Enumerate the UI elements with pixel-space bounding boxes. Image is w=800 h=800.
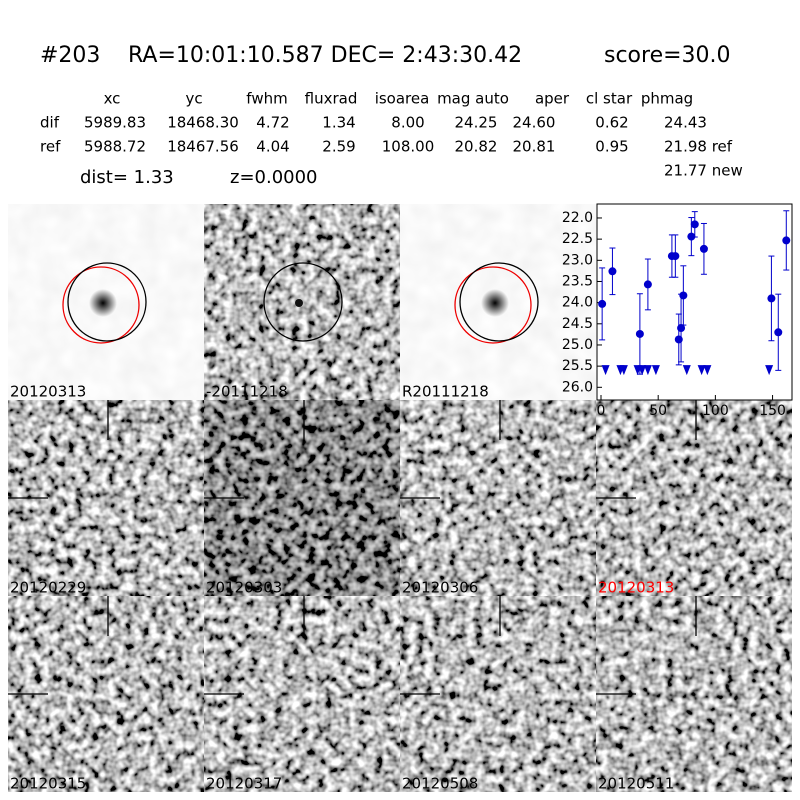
y-tick-label: 23.5 xyxy=(562,273,593,289)
y-tick-label: 24.5 xyxy=(562,316,593,332)
column-header: isoarea xyxy=(375,90,430,108)
upper-limit xyxy=(703,365,712,376)
column-header: aper xyxy=(535,90,570,108)
y-tick-label: 26.0 xyxy=(562,379,593,395)
ref-circle xyxy=(62,266,140,344)
row-label: dif xyxy=(40,114,60,132)
panel-label: 20120313 xyxy=(598,579,674,597)
cell: 4.72 xyxy=(256,114,289,132)
y-tick-label: 25.5 xyxy=(562,358,593,374)
point xyxy=(643,280,652,289)
cell: 21.98 ref xyxy=(664,138,733,156)
x-tick-label: 50 xyxy=(649,403,667,419)
panel-label: 20120229 xyxy=(10,579,86,597)
cell: 5989.83 xyxy=(84,114,146,132)
cell: 20.82 xyxy=(455,138,498,156)
upper-limit xyxy=(601,365,610,376)
point xyxy=(687,232,696,241)
column-header: cl star xyxy=(586,90,633,108)
score: score=30.0 xyxy=(604,43,731,68)
column-header: fwhm xyxy=(246,90,287,108)
point xyxy=(690,220,699,229)
upper-limit xyxy=(619,365,628,376)
y-tick-label: 22.5 xyxy=(562,231,593,247)
column-header: fluxrad xyxy=(305,90,358,108)
cell: 0.62 xyxy=(595,114,628,132)
y-tick-label: 24.0 xyxy=(562,295,593,311)
cell: 24.43 xyxy=(664,114,707,132)
upper-limit xyxy=(682,365,691,376)
cell: 5988.72 xyxy=(84,138,146,156)
panel-label: -20111218 xyxy=(206,383,288,401)
cell: 18467.56 xyxy=(167,138,239,156)
panel-label: 20120303 xyxy=(206,579,282,597)
point xyxy=(598,299,607,308)
point xyxy=(677,324,686,333)
point xyxy=(608,267,617,276)
new-mag: 21.77 new xyxy=(664,162,743,180)
point xyxy=(699,244,708,253)
cell: 24.60 xyxy=(513,114,556,132)
y-tick-label: 23.0 xyxy=(562,252,593,268)
object-id: #203 xyxy=(40,43,100,68)
panel-label: 20120315 xyxy=(10,775,86,793)
upper-limit xyxy=(638,365,647,376)
point xyxy=(782,236,791,245)
aperture xyxy=(459,262,539,342)
column-header: phmag xyxy=(641,90,693,108)
distance: dist= 1.33 xyxy=(80,167,174,188)
column-header: yc xyxy=(185,90,202,108)
y-tick-label: 22.0 xyxy=(562,210,593,226)
point xyxy=(767,294,776,303)
cell: 24.25 xyxy=(455,114,498,132)
upper-limit xyxy=(765,365,774,376)
cell: 108.00 xyxy=(382,138,435,156)
cell: 18468.30 xyxy=(167,114,239,132)
column-header: mag auto xyxy=(437,90,509,108)
source xyxy=(295,299,303,307)
cell: 1.34 xyxy=(322,114,355,132)
cell: 8.00 xyxy=(391,114,424,132)
panel-label: 20120511 xyxy=(598,775,674,793)
panel-label: 20120508 xyxy=(402,775,478,793)
point xyxy=(774,328,783,337)
cell: 20.81 xyxy=(513,138,556,156)
point xyxy=(674,335,683,344)
x-tick-label: 100 xyxy=(702,403,729,419)
cell: 2.59 xyxy=(322,138,355,156)
upper-limit xyxy=(643,365,652,376)
point xyxy=(679,291,688,300)
point xyxy=(635,329,644,338)
coordinates: RA=10:01:10.587 DEC= 2:43:30.42 xyxy=(128,43,522,68)
aperture xyxy=(67,262,147,342)
upper-limit xyxy=(697,365,706,376)
upper-limit xyxy=(651,365,660,376)
source xyxy=(481,289,509,317)
source xyxy=(89,289,117,317)
panel-label: R20111218 xyxy=(402,383,489,401)
panel-label: 20120306 xyxy=(402,579,478,597)
point xyxy=(671,252,680,261)
aperture xyxy=(263,262,343,342)
cell: 0.95 xyxy=(595,138,628,156)
cell: 4.04 xyxy=(256,138,289,156)
panel-label: 20120313 xyxy=(10,383,86,401)
ref-circle xyxy=(454,266,532,344)
panel-label: 20120317 xyxy=(206,775,282,793)
y-tick-label: 25.0 xyxy=(562,337,593,353)
redshift: z=0.0000 xyxy=(230,167,318,188)
column-header: xc xyxy=(104,90,121,108)
row-label: ref xyxy=(40,138,61,156)
x-tick-label: 0 xyxy=(597,403,606,419)
x-tick-label: 150 xyxy=(759,403,786,419)
